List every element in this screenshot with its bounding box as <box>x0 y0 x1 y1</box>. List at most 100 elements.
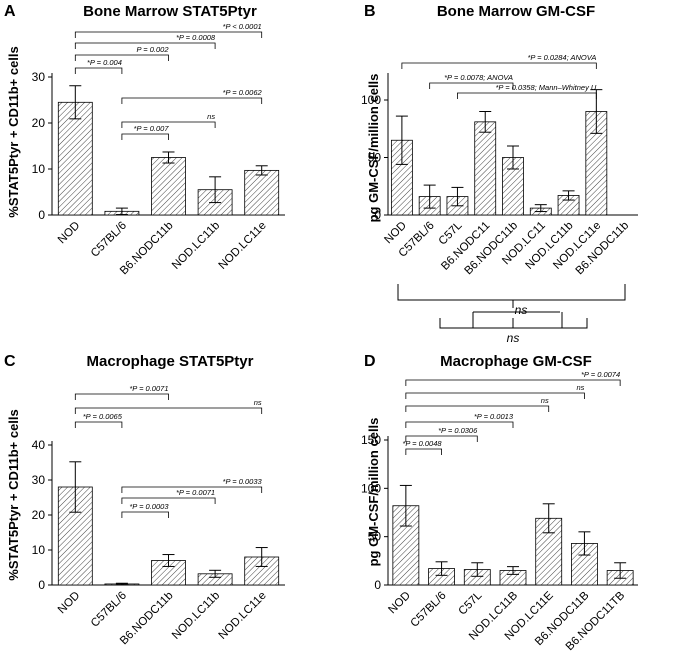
panel-label: B <box>364 3 376 20</box>
group-brackets: ns ns <box>397 284 626 345</box>
significance-label: *P = 0.0008 <box>176 33 216 42</box>
significance-bracket <box>121 497 216 504</box>
panel-b: B Bone Marrow GM-CSF pg GM-CSF/million c… <box>361 3 638 345</box>
panel-label: D <box>364 353 376 370</box>
panel-label: C <box>4 353 16 370</box>
category-label: NOD.LC11b <box>170 590 222 642</box>
significance-bracket <box>405 421 514 428</box>
significance-label: *P = 0.0071 <box>129 384 168 393</box>
significance-bracket <box>121 511 169 518</box>
panel-a: A Bone Marrow STAT5Ptyr %STAT5Ptyr + CD1… <box>4 3 285 277</box>
chart-title: Macrophage GM-CSF <box>440 353 592 370</box>
significance-label: *P = 0.0071 <box>176 488 215 497</box>
significance-label: *P = 0.0048 <box>402 439 442 448</box>
significance-label: *P = 0.0065 <box>83 412 123 421</box>
panel-c: C Macrophage STAT5Ptyr %STAT5Ptyr + CD11… <box>4 353 285 647</box>
y-tick-label: 0 <box>374 208 381 222</box>
significance-bracket <box>457 92 597 99</box>
significance-bracket <box>121 133 169 140</box>
significance-label: *P = 0.0284; ANOVA <box>527 53 596 62</box>
bars <box>57 461 280 586</box>
y-axis-label: %STAT5Ptyr + CD11b+ cells <box>6 409 21 580</box>
significance-label: *P = 0.0358; Mann–Whitney U <box>496 83 597 92</box>
significance-bracket <box>405 405 550 412</box>
significance-label: ns <box>254 398 262 407</box>
significance-bracket <box>405 448 442 455</box>
significance-label: *P = 0.0306 <box>438 426 478 435</box>
y-tick-label: 100 <box>361 93 381 107</box>
chart-title: Bone Marrow GM-CSF <box>437 3 595 20</box>
y-axis-label: pg GM-CSF/million cells <box>366 418 381 567</box>
bracket-label-ns-1: ns <box>515 303 528 317</box>
significance-bracket <box>74 67 123 74</box>
significance-label: ns <box>207 112 215 121</box>
significance-label: *P = 0.0013 <box>474 412 514 421</box>
category-label: NOD <box>56 220 83 247</box>
significance-bracket <box>405 392 585 399</box>
panel-d: D Macrophage GM-CSF pg GM-CSF/million ce… <box>361 353 638 653</box>
significance-label: ns <box>541 396 549 405</box>
significance-annotations: *P = 0.0074 ns ns *P = 0.0013 *P = 0.0306 *P … <box>402 370 621 455</box>
bars <box>57 85 280 216</box>
bar <box>474 121 497 216</box>
panel-label: A <box>4 3 16 20</box>
bar <box>571 543 598 586</box>
significance-bracket <box>121 121 216 128</box>
y-tick-label: 50 <box>368 151 382 165</box>
significance-label: *P = 0.004 <box>87 58 122 67</box>
significance-bracket <box>405 435 478 442</box>
significance-bracket <box>405 379 621 386</box>
significance-label: P = 0.002 <box>136 45 169 54</box>
significance-label: *P = 0.0003 <box>129 502 169 511</box>
chart-title: Macrophage STAT5Ptyr <box>87 353 254 370</box>
category-label: NOD <box>56 590 83 617</box>
y-tick-label: 50 <box>368 530 382 544</box>
category-label: NOD <box>386 590 413 617</box>
significance-bracket <box>74 421 123 428</box>
y-tick-label: 30 <box>32 473 46 487</box>
y-tick-label: 100 <box>361 481 381 495</box>
y-tick-label: 0 <box>38 578 45 592</box>
y-tick-label: 40 <box>32 438 46 452</box>
category-label: C57L <box>456 589 484 617</box>
significance-bracket <box>74 393 169 400</box>
bar <box>151 157 186 216</box>
significance-annotations: *P = 0.0071 ns *P = 0.0065 *P = 0.0033 *P = … <box>74 384 263 518</box>
y-axis-label: %STAT5Ptyr + CD11b+ cells <box>6 46 21 217</box>
significance-annotations: *P = 0.0284; ANOVA *P = 0.0078; ANOVA*P =… <box>401 53 597 99</box>
y-tick-label: 20 <box>32 116 46 130</box>
bars <box>392 484 634 586</box>
category-label: C57BL/6 <box>409 590 449 630</box>
significance-label: ns <box>577 383 585 392</box>
significance-bracket <box>121 97 263 104</box>
bar <box>244 169 280 216</box>
y-axis-label: pg GM-CSF/million cells <box>366 74 381 223</box>
significance-label: *P = 0.0078; ANOVA <box>444 73 513 82</box>
significance-label: *P = 0.0033 <box>223 477 263 486</box>
bar <box>57 101 93 216</box>
significance-bracket <box>121 486 263 493</box>
bars <box>390 89 608 216</box>
y-tick-label: 150 <box>361 433 381 447</box>
significance-label: *P = 0.0062 <box>223 88 263 97</box>
significance-label: *P = 0.007 <box>134 124 170 133</box>
y-tick-label: 0 <box>374 578 381 592</box>
significance-bracket <box>74 54 169 61</box>
significance-bracket <box>74 31 263 38</box>
category-label: NOD.LC11e <box>217 220 269 272</box>
y-tick-label: 20 <box>32 508 46 522</box>
significance-label: *P < 0.0001 <box>223 22 262 31</box>
category-label: C57BL/6 <box>89 220 129 260</box>
category-label: NOD.LC11e <box>217 590 269 642</box>
significance-bracket <box>429 82 514 89</box>
category-label: NOD.LC11b <box>170 220 222 272</box>
significance-annotations: *P = 0.004 P = 0.002 *P = 0.0008 *P < 0.000… <box>74 22 263 140</box>
y-tick-label: 0 <box>38 208 45 222</box>
chart-title: Bone Marrow STAT5Ptyr <box>83 3 257 20</box>
bracket-label-ns-2: ns <box>507 331 520 345</box>
